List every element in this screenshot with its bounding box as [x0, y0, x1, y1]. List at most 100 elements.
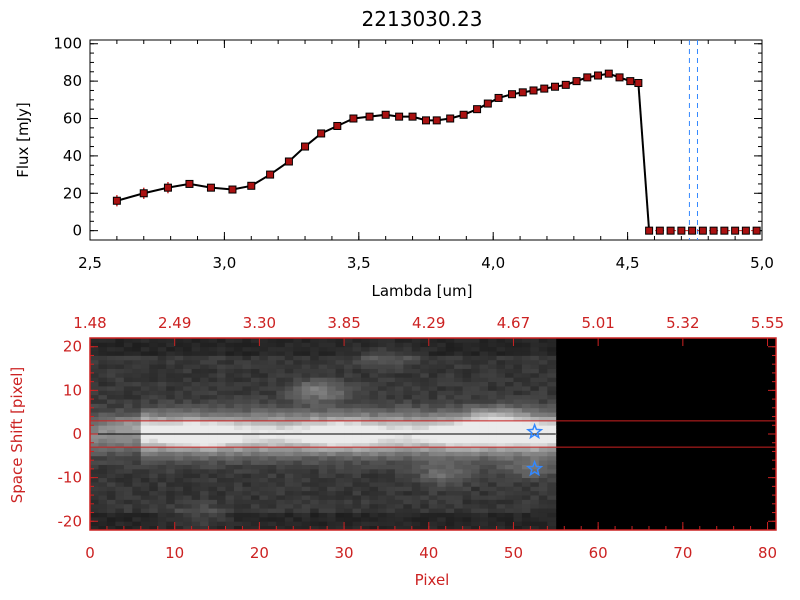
heatmap-cell: [132, 390, 142, 396]
bottom-x-tick-label: 50: [504, 544, 523, 562]
heatmap-cell: [149, 386, 159, 391]
heatmap-cell: [242, 434, 252, 439]
heatmap-cell: [538, 412, 548, 417]
heatmap-cell: [183, 364, 193, 369]
heatmap-cell: [335, 486, 345, 492]
heatmap-cell: [98, 447, 108, 452]
heatmap-cell: [183, 359, 193, 365]
heatmap-cell: [547, 372, 557, 378]
heatmap-cell: [98, 403, 108, 409]
heatmap-cell: [242, 451, 252, 457]
heatmap-cell: [166, 359, 176, 365]
heatmap-cell: [293, 464, 303, 470]
data-point: [551, 82, 560, 91]
heatmap-cell: [403, 412, 413, 417]
heatmap-cell: [479, 359, 489, 365]
heatmap-cell: [513, 390, 523, 396]
heatmap-cell: [428, 429, 438, 435]
heatmap-cell: [411, 490, 421, 496]
heatmap-cell: [149, 338, 159, 343]
heatmap-cell: [377, 477, 387, 483]
heatmap-cell: [445, 372, 455, 378]
heatmap-cell: [233, 346, 243, 352]
heatmap-cell: [183, 403, 193, 409]
heatmap-cell: [225, 403, 235, 409]
top-wavelength-tick-label: 5.32: [666, 314, 699, 332]
heatmap-cell: [344, 377, 353, 383]
heatmap-cell: [250, 516, 260, 522]
heatmap-cell: [428, 460, 438, 465]
heatmap-cell: [208, 342, 218, 348]
heatmap-cell: [208, 468, 218, 474]
heatmap-cell: [420, 495, 430, 500]
heatmap-cell: [267, 512, 277, 518]
heatmap-cell: [352, 438, 362, 444]
heatmap-cell: [530, 512, 540, 518]
heatmap-cell: [327, 442, 337, 448]
heatmap-cell: [301, 425, 311, 431]
heatmap-cell: [344, 420, 353, 426]
heatmap-cell: [538, 377, 548, 383]
heatmap-cell: [242, 359, 252, 365]
heatmap-cell: [471, 359, 480, 365]
heatmap-cell: [123, 495, 133, 500]
heatmap-cell: [335, 359, 345, 365]
heatmap-cell: [318, 403, 328, 409]
heatmap-cell: [352, 416, 362, 422]
heatmap-cell: [479, 416, 489, 422]
heatmap-cell: [225, 460, 235, 465]
heatmap-cell: [123, 342, 133, 348]
heatmap-cell: [157, 372, 167, 378]
heatmap-cell: [310, 451, 320, 457]
heatmap-cell: [513, 355, 523, 361]
heatmap-cell: [90, 442, 99, 448]
heatmap-cell: [284, 503, 294, 509]
heatmap-cell: [504, 521, 514, 527]
heatmap-cell: [242, 473, 252, 479]
heatmap-cell: [301, 420, 311, 426]
heatmap-cell: [310, 499, 320, 505]
heatmap-cell: [259, 486, 269, 492]
heatmap-cell: [284, 473, 294, 479]
heatmap-cell: [149, 495, 159, 500]
heatmap-cell: [149, 455, 159, 461]
heatmap-cell: [428, 464, 438, 470]
heatmap-cell: [267, 442, 277, 448]
heatmap-cell: [462, 381, 472, 387]
heatmap-cell: [369, 473, 379, 479]
heatmap-cell: [411, 512, 421, 518]
heatmap-cell: [123, 429, 133, 435]
heatmap-cell: [318, 460, 328, 465]
heatmap-cell: [428, 359, 438, 365]
heatmap-cell: [361, 355, 370, 361]
heatmap-cell: [530, 399, 540, 404]
heatmap-cell: [98, 372, 108, 378]
heatmap-cell: [149, 364, 159, 369]
heatmap-cell: [437, 390, 447, 396]
heatmap-cell: [496, 416, 506, 422]
heatmap-cell: [369, 464, 379, 470]
heatmap-cell: [242, 442, 252, 448]
heatmap-cell: [479, 442, 489, 448]
heatmap-cell: [547, 403, 557, 409]
heatmap-cell: [420, 399, 430, 404]
heatmap-cell: [403, 386, 413, 391]
heatmap-cell: [377, 508, 387, 513]
heatmap-cell: [361, 482, 370, 487]
heatmap-cell: [284, 377, 294, 383]
heatmap-cell: [123, 460, 133, 465]
heatmap-cell: [132, 512, 142, 518]
heatmap-cell: [547, 425, 557, 431]
heatmap-cell: [420, 499, 430, 505]
heatmap-cell: [344, 495, 353, 500]
heatmap-cell: [259, 447, 269, 452]
heatmap-cell: [344, 442, 353, 448]
heatmap-cell: [504, 346, 514, 352]
heatmap-cell: [132, 425, 142, 431]
heatmap-cell: [267, 338, 277, 343]
heatmap-cell: [259, 434, 269, 439]
heatmap-cell: [344, 425, 353, 431]
heatmap-cell: [479, 390, 489, 396]
heatmap-cell: [403, 482, 413, 487]
heatmap-cell: [327, 460, 337, 465]
